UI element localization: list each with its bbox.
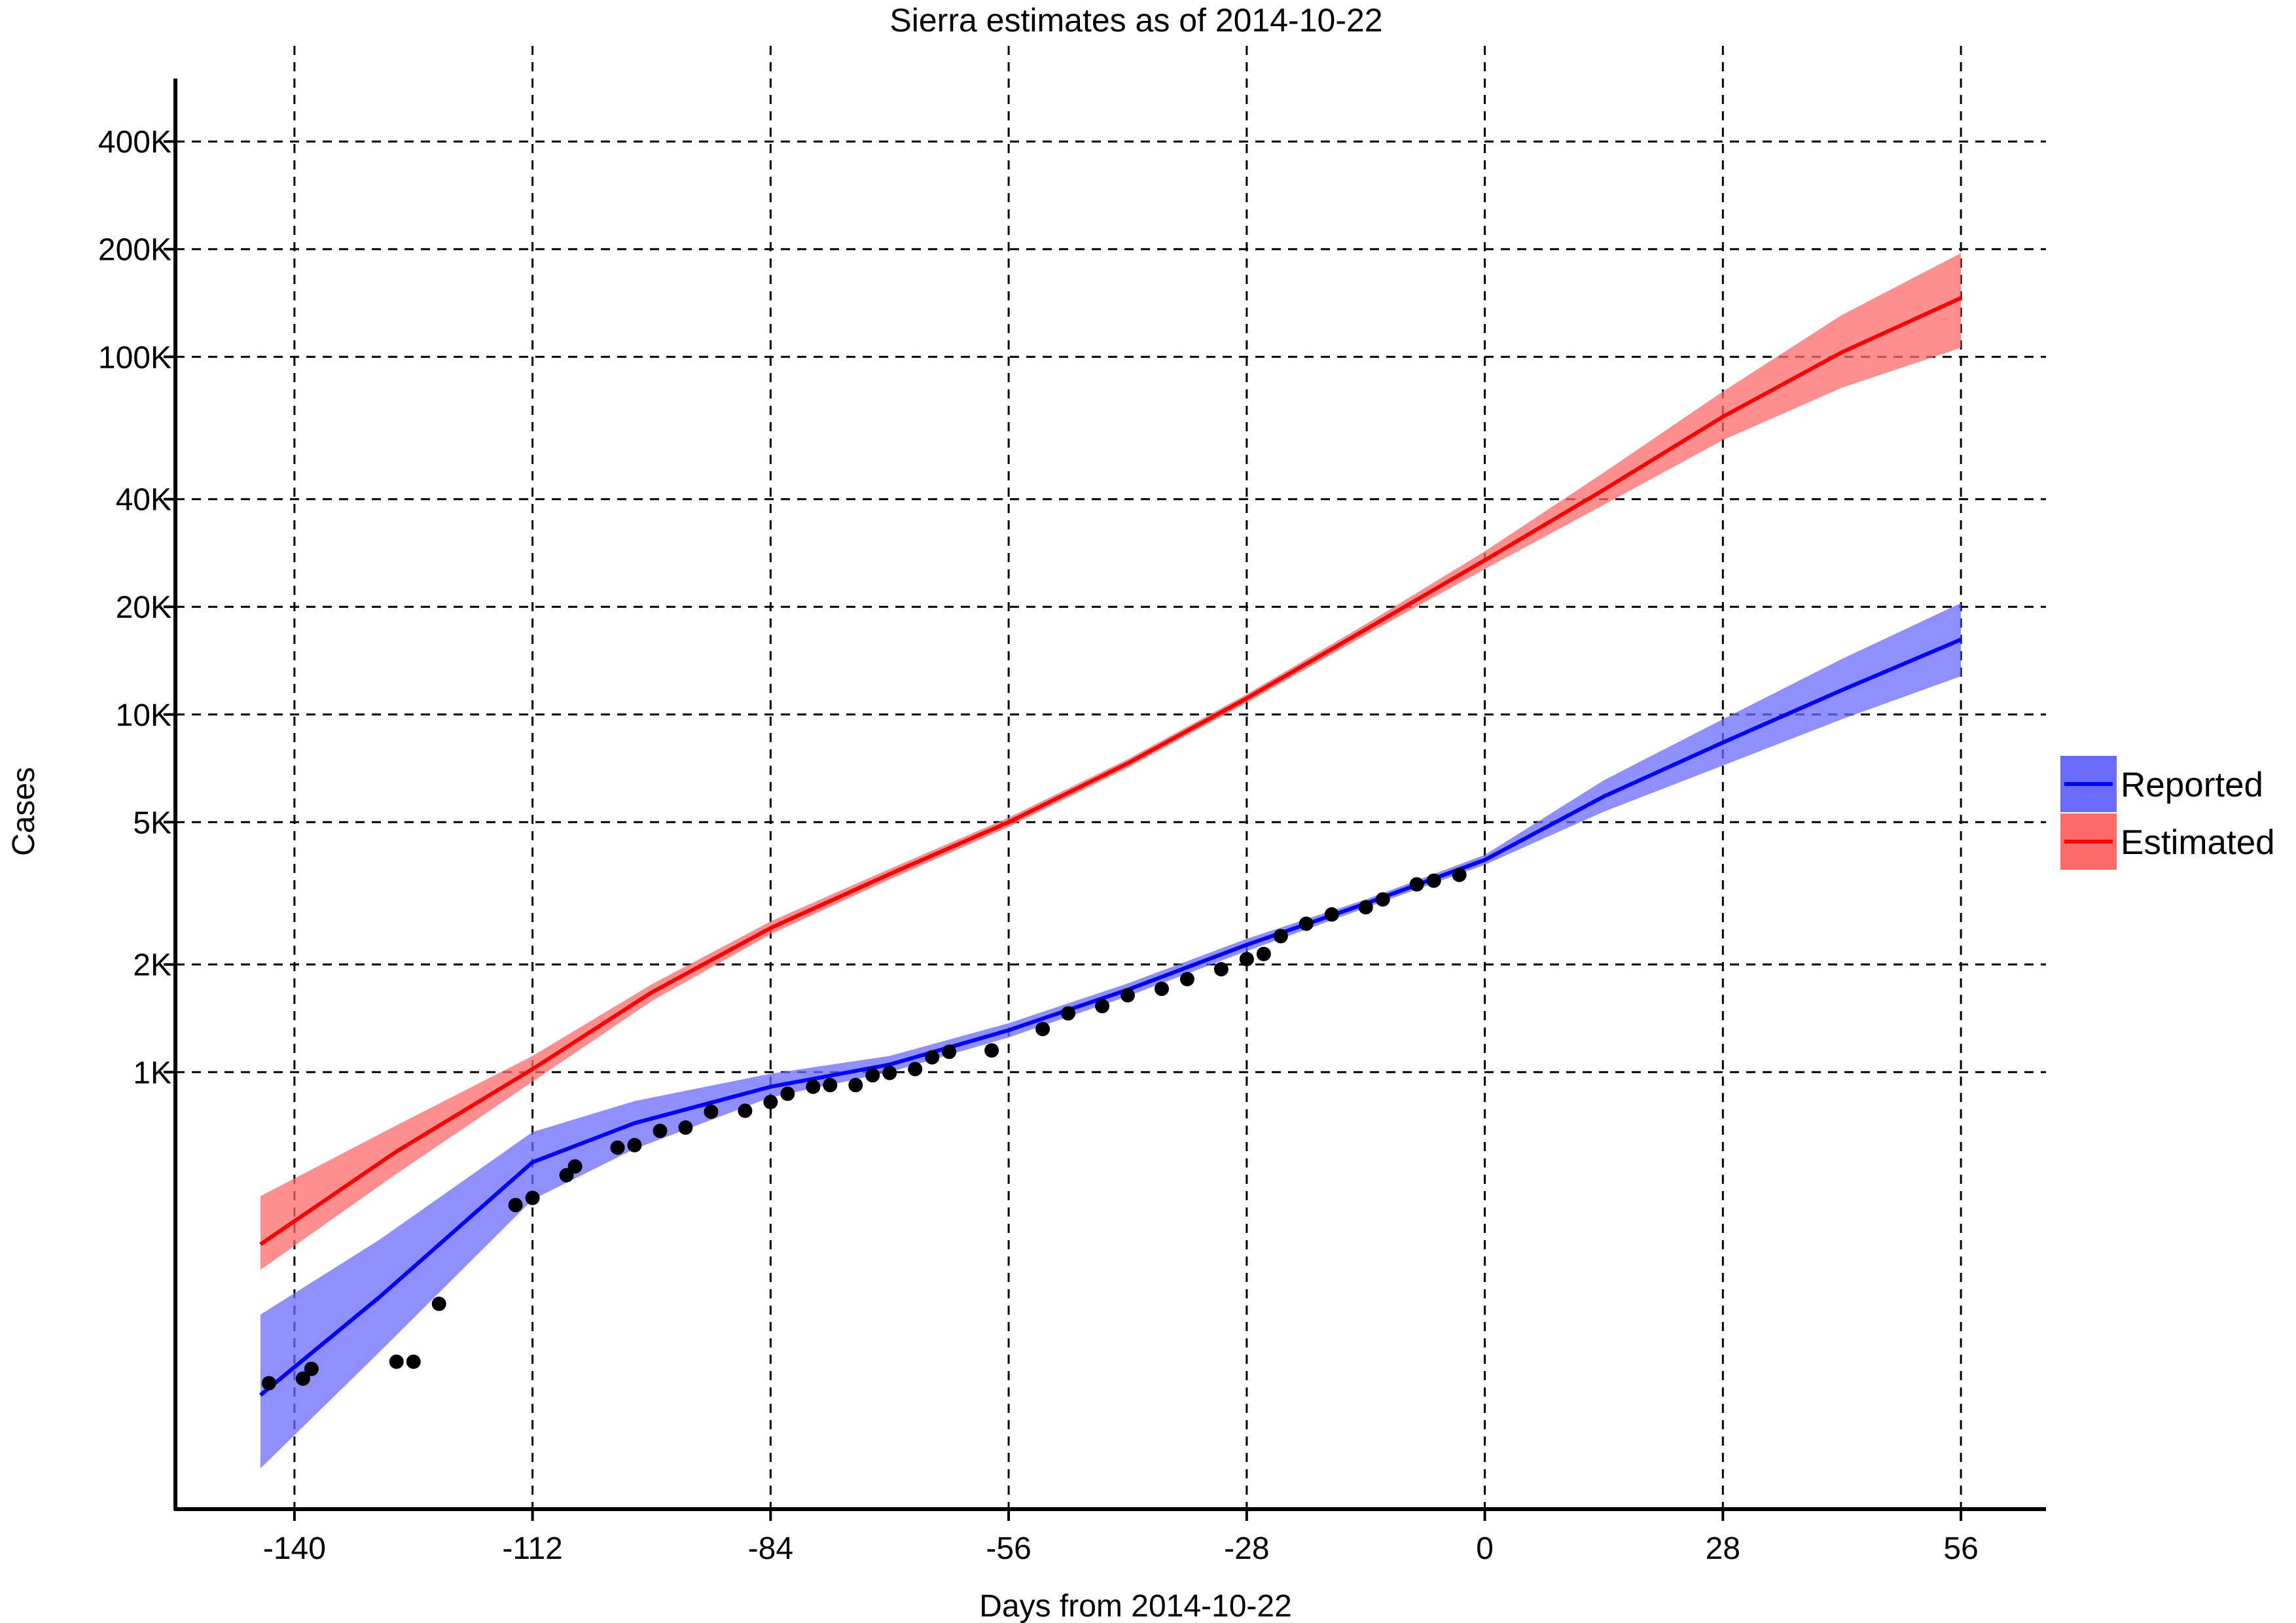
x-tick-label: 56: [1943, 1531, 1978, 1566]
data-point: [1095, 999, 1110, 1014]
x-tick-label: -84: [748, 1531, 793, 1566]
data-point: [1273, 929, 1288, 944]
data-point: [763, 1094, 778, 1109]
tick-labels: -140 -112 -84 -56 -28 0 28 56 1K 2K 5K 10K 20K 40K 100…: [98, 125, 1979, 1566]
data-point: [984, 1043, 999, 1058]
y-tick-label: 10K: [116, 698, 171, 733]
data-point: [1179, 972, 1194, 987]
data-point: [865, 1068, 880, 1083]
data-point: [1299, 916, 1314, 931]
data-point: [567, 1159, 583, 1174]
legend: Reported Estimated: [2060, 756, 2275, 870]
data-point: [431, 1296, 446, 1311]
band-estimated: [260, 253, 1962, 1270]
data-point: [389, 1354, 404, 1369]
data-point: [908, 1061, 923, 1077]
data-point: [1452, 867, 1467, 882]
data-point: [525, 1190, 540, 1205]
data-point: [942, 1044, 957, 1060]
data-point: [1256, 946, 1271, 961]
legend-label: Estimated: [2121, 823, 2275, 862]
data-point: [806, 1079, 821, 1094]
legend-item-estimated: Estimated: [2060, 813, 2275, 870]
data-point: [1061, 1006, 1076, 1021]
data-point: [653, 1124, 668, 1139]
x-tick-label: -112: [502, 1531, 563, 1566]
data-point: [704, 1104, 719, 1119]
x-tick-label: -28: [1224, 1531, 1269, 1566]
data-point: [1426, 873, 1441, 888]
observed-points: [261, 867, 1467, 1391]
data-point: [304, 1361, 319, 1376]
grid-lines: [175, 46, 2046, 1509]
data-point: [1409, 877, 1424, 892]
data-point: [1358, 900, 1373, 915]
line-estimated: [259, 296, 1962, 1246]
band-reported: [260, 603, 1962, 1469]
y-tick-label: 200K: [98, 233, 171, 268]
data-point: [882, 1065, 897, 1080]
data-point: [1035, 1022, 1050, 1037]
data-point: [295, 1371, 310, 1386]
data-point: [678, 1120, 693, 1135]
x-tick-label: -56: [986, 1531, 1031, 1566]
data-point: [780, 1086, 795, 1101]
y-tick-label: 2K: [133, 948, 171, 983]
data-point: [610, 1140, 625, 1155]
x-tick-label: 28: [1706, 1531, 1740, 1566]
series-lines: [259, 296, 1962, 1397]
y-tick-label: 100K: [98, 340, 171, 375]
chart-title: Sierra estimates as of 2014-10-22: [889, 2, 1382, 39]
data-point: [1239, 952, 1254, 967]
data-point: [1213, 961, 1229, 976]
y-tick-label: 20K: [116, 590, 171, 625]
y-tick-label: 40K: [116, 483, 171, 518]
data-point: [925, 1050, 940, 1065]
data-point: [1375, 892, 1390, 907]
data-point: [1120, 988, 1135, 1003]
y-tick-label: 5K: [133, 806, 171, 840]
data-point: [1324, 907, 1339, 922]
x-tick-label: -140: [263, 1531, 326, 1566]
data-point: [508, 1198, 523, 1213]
legend-label: Reported: [2121, 766, 2263, 804]
data-point: [1154, 981, 1169, 996]
data-point: [261, 1376, 276, 1391]
data-point: [627, 1137, 642, 1152]
legend-item-reported: Reported: [2060, 756, 2263, 812]
y-tick-label: 1K: [133, 1056, 171, 1090]
data-point: [848, 1078, 863, 1093]
data-point: [823, 1078, 838, 1093]
data-point: [738, 1103, 753, 1118]
axes: [173, 79, 2046, 1511]
y-tick-label: 400K: [98, 125, 171, 160]
data-point: [406, 1354, 421, 1369]
x-axis-label: Days from 2014-10-22: [979, 1589, 1292, 1623]
x-tick-label: 0: [1476, 1531, 1494, 1566]
y-axis-label: Cases: [7, 767, 41, 856]
confidence-bands: [260, 253, 1962, 1469]
